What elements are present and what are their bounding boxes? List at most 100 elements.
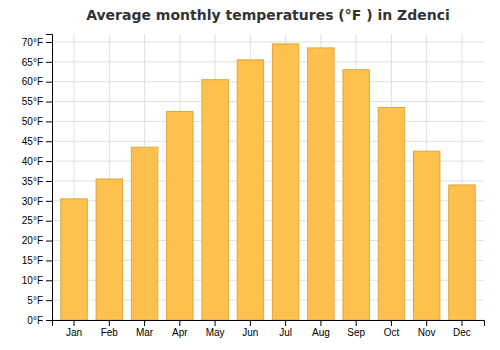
y-tick: 20°F — [22, 235, 52, 246]
x-tick-mark — [144, 320, 145, 326]
y-grid-line — [52, 101, 484, 102]
x-tick-mark — [356, 320, 357, 326]
y-tick-label: 20°F — [22, 235, 43, 246]
x-tick: Jun — [242, 320, 258, 338]
y-axis-line — [46, 35, 53, 321]
x-tick-mark — [391, 320, 392, 326]
bar — [96, 179, 122, 320]
y-tick: 65°F — [22, 57, 52, 68]
y-tick: 45°F — [22, 136, 52, 147]
y-tick-mark — [46, 62, 52, 63]
x-tick: Mar — [136, 320, 154, 338]
y-tick-mark — [46, 121, 52, 122]
y-tick-label: 10°F — [22, 275, 43, 286]
y-axis: 0°F5°F10°F15°F20°F25°F30°F35°F40°F45°F50… — [22, 35, 53, 326]
bar — [131, 147, 157, 320]
y-tick-label: 70°F — [22, 37, 43, 48]
x-tick: Nov — [418, 320, 436, 338]
bar — [343, 70, 369, 320]
y-tick-label: 5°F — [27, 295, 43, 306]
bar — [167, 111, 193, 320]
x-axis-line — [53, 321, 485, 327]
y-tick: 40°F — [22, 156, 52, 167]
x-tick: Feb — [101, 320, 119, 338]
x-tick-mark — [215, 320, 216, 326]
x-tick-mark — [426, 320, 427, 326]
x-tick-label: Mar — [136, 327, 154, 338]
x-tick-mark — [109, 320, 110, 326]
x-tick-label: Feb — [101, 327, 119, 338]
y-tick-label: 65°F — [22, 57, 43, 68]
bar — [237, 60, 263, 320]
x-tick-label: Jun — [242, 327, 258, 338]
y-tick: 15°F — [22, 255, 52, 266]
y-grid-line — [52, 141, 484, 142]
chart-svg: 0°F5°F10°F15°F20°F25°F30°F35°F40°F45°F50… — [0, 0, 500, 350]
y-tick-label: 15°F — [22, 255, 43, 266]
bar — [378, 107, 404, 320]
y-tick-label: 30°F — [22, 196, 43, 207]
x-tick: Dec — [453, 320, 471, 338]
bar — [413, 151, 439, 320]
x-tick-label: Aug — [312, 327, 330, 338]
x-tick-label: May — [206, 327, 225, 338]
y-tick-mark — [46, 141, 52, 142]
y-tick-label: 35°F — [22, 176, 43, 187]
chart-container: 0°F5°F10°F15°F20°F25°F30°F35°F40°F45°F50… — [0, 0, 500, 350]
x-tick-mark — [461, 320, 462, 326]
x-tick-label: Nov — [418, 327, 436, 338]
x-tick: Oct — [384, 320, 400, 338]
plot-area: 0°F5°F10°F15°F20°F25°F30°F35°F40°F45°F50… — [22, 34, 485, 338]
y-grid-line — [52, 41, 484, 42]
x-tick: Apr — [172, 320, 188, 338]
y-tick: 35°F — [22, 176, 52, 187]
bar — [449, 185, 475, 320]
bar — [61, 199, 87, 320]
y-tick: 70°F — [22, 37, 52, 48]
x-tick-mark — [285, 320, 286, 326]
y-tick-mark — [46, 320, 52, 321]
y-tick-label: 45°F — [22, 136, 43, 147]
x-tick-label: Jan — [66, 327, 82, 338]
y-grid-line — [52, 81, 484, 82]
x-tick-mark — [250, 320, 251, 326]
bar — [308, 48, 334, 320]
x-tick: May — [206, 320, 225, 338]
y-grid-line — [52, 61, 484, 62]
y-tick-mark — [46, 221, 52, 222]
y-tick-mark — [46, 82, 52, 83]
x-tick-label: Apr — [172, 327, 188, 338]
y-tick-mark — [46, 102, 52, 103]
x-tick-mark — [320, 320, 321, 326]
y-tick: 50°F — [22, 116, 52, 127]
x-tick: Jul — [279, 320, 292, 338]
y-tick-mark — [46, 42, 52, 43]
bars — [61, 44, 475, 320]
x-tick-label: Sep — [347, 327, 365, 338]
x-tick-label: Dec — [453, 327, 471, 338]
x-tick: Sep — [347, 320, 365, 338]
y-tick-label: 25°F — [22, 215, 43, 226]
y-tick: 10°F — [22, 275, 52, 286]
y-tick-label: 40°F — [22, 156, 43, 167]
grid — [52, 34, 484, 320]
y-tick-label: 55°F — [22, 96, 43, 107]
chart-title: Average monthly temperatures (°F ) in Zd… — [86, 7, 450, 23]
y-tick-label: 60°F — [22, 76, 43, 87]
x-tick: Jan — [66, 320, 82, 338]
y-tick: 60°F — [22, 76, 52, 87]
y-tick: 25°F — [22, 215, 52, 226]
y-grid-line — [52, 121, 484, 122]
y-tick-mark — [46, 300, 52, 301]
y-tick: 55°F — [22, 96, 52, 107]
y-tick-mark — [46, 241, 52, 242]
x-tick-label: Jul — [279, 327, 292, 338]
x-axis: Jan Feb Mar Apr May Jun Jul Aug Sep Oct Nov Dec — [53, 320, 485, 338]
y-tick-mark — [46, 181, 52, 182]
y-tick-mark — [46, 161, 52, 162]
x-tick: Aug — [312, 320, 330, 338]
y-tick-mark — [46, 201, 52, 202]
y-tick-mark — [46, 260, 52, 261]
y-tick-mark — [46, 280, 52, 281]
y-tick: 30°F — [22, 196, 52, 207]
